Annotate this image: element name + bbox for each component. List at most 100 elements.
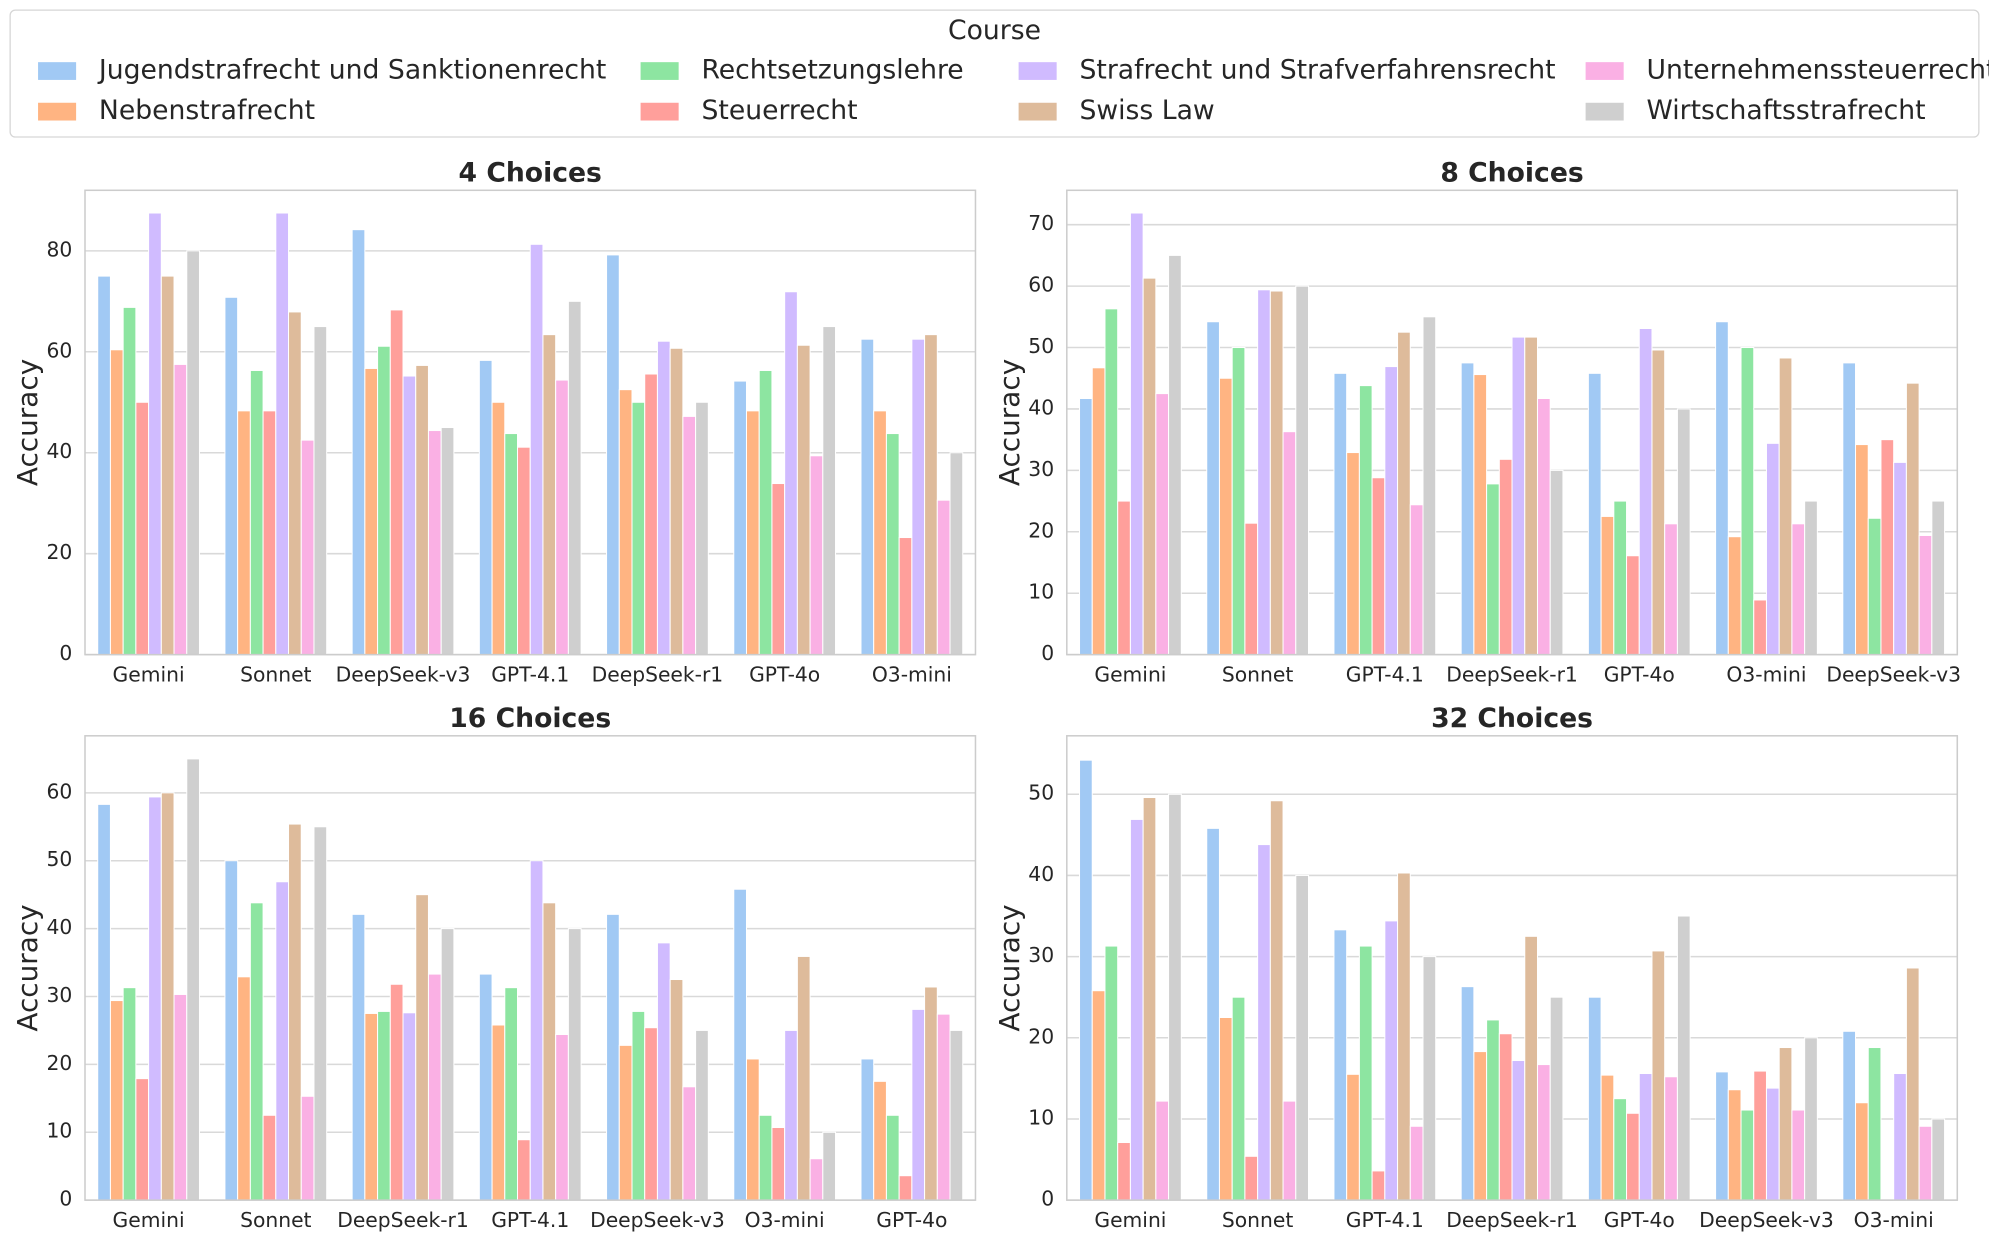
bar xyxy=(1142,277,1157,656)
bar xyxy=(745,410,760,656)
bar xyxy=(885,433,900,656)
bar xyxy=(122,306,137,656)
bar xyxy=(1358,385,1373,656)
y-tick-label: 50 xyxy=(46,847,72,871)
bar xyxy=(1384,366,1399,656)
bar xyxy=(1765,1087,1780,1201)
y-tick-label: 60 xyxy=(46,779,72,803)
subplot-title: 16 Choices xyxy=(449,703,611,734)
bar xyxy=(478,973,493,1201)
bar xyxy=(1638,327,1653,656)
bar xyxy=(1244,522,1259,656)
bar xyxy=(1740,347,1755,656)
bar xyxy=(1867,517,1882,656)
bar xyxy=(529,243,544,656)
bar xyxy=(784,1029,798,1201)
bar xyxy=(1524,935,1538,1201)
x-tick-label: Gemini xyxy=(1094,1208,1166,1232)
subplot-title: 4 Choices xyxy=(459,157,602,188)
bar xyxy=(1371,477,1386,656)
y-tick-label: 50 xyxy=(1028,781,1054,805)
bar xyxy=(186,250,200,656)
bar xyxy=(1346,1073,1360,1201)
bar xyxy=(135,1078,150,1201)
bar xyxy=(135,401,150,656)
x-tick-label: GPT-4o xyxy=(749,663,820,687)
bar xyxy=(275,212,290,656)
bar xyxy=(1486,483,1500,656)
bar xyxy=(1804,500,1818,656)
bar xyxy=(1613,500,1628,656)
y-tick-label: 20 xyxy=(1028,518,1054,542)
bar xyxy=(1600,1074,1615,1201)
bar xyxy=(313,826,328,1201)
bar xyxy=(1536,397,1551,656)
bar xyxy=(389,309,404,656)
subplot-title: 8 Choices xyxy=(1440,157,1583,188)
bar xyxy=(1804,1037,1818,1201)
bar xyxy=(1295,285,1310,656)
x-tick-label: GPT-4.1 xyxy=(491,663,569,687)
x-tick-label: DeepSeek-v3 xyxy=(1699,1208,1834,1232)
bar xyxy=(1765,442,1780,656)
y-tick-label: 40 xyxy=(46,439,72,463)
legend-box xyxy=(9,9,1980,138)
bar xyxy=(1855,1102,1869,1201)
bar xyxy=(275,881,290,1201)
y-tick-label: 0 xyxy=(59,1187,72,1211)
x-tick-label: GPT-4o xyxy=(1604,1208,1675,1232)
y-tick-label: 0 xyxy=(1041,641,1054,665)
bar xyxy=(822,1131,837,1201)
bar xyxy=(1855,444,1869,656)
bar xyxy=(249,369,264,656)
bar xyxy=(109,349,124,656)
bar xyxy=(1104,308,1119,656)
bar xyxy=(1117,500,1131,656)
bar xyxy=(1384,920,1399,1201)
bar xyxy=(122,987,137,1201)
bar xyxy=(567,300,582,656)
bar xyxy=(1409,1125,1424,1201)
bar xyxy=(682,1086,697,1201)
y-tick-label: 60 xyxy=(46,338,72,362)
bar xyxy=(1536,1064,1551,1201)
bar xyxy=(491,401,506,656)
bar xyxy=(1218,377,1233,656)
bar xyxy=(504,433,519,656)
x-tick-label: O3-mini xyxy=(1854,1208,1934,1232)
bar xyxy=(745,1058,760,1201)
bar xyxy=(1600,515,1615,656)
bar xyxy=(389,983,404,1201)
bar xyxy=(771,483,786,656)
bar xyxy=(1333,929,1348,1201)
bar xyxy=(1155,393,1170,656)
y-tick-label: 0 xyxy=(1041,1187,1054,1211)
bar xyxy=(936,499,951,656)
bar xyxy=(1244,1155,1259,1201)
bar xyxy=(656,942,671,1201)
bar xyxy=(313,326,328,656)
bar xyxy=(1676,408,1691,656)
x-tick-label: Sonnet xyxy=(240,1208,311,1232)
legend-swatch xyxy=(38,102,77,121)
bar xyxy=(491,1024,506,1201)
bar xyxy=(427,430,442,656)
bar xyxy=(173,993,188,1201)
bar xyxy=(1498,458,1513,656)
bar xyxy=(631,1010,646,1201)
bar xyxy=(873,1080,887,1201)
bar xyxy=(555,379,569,656)
bar xyxy=(1842,362,1857,656)
bar xyxy=(1091,367,1106,656)
bar xyxy=(1791,523,1806,656)
bar xyxy=(1715,1071,1729,1201)
bar xyxy=(1727,536,1742,656)
bar xyxy=(809,455,824,656)
bar xyxy=(809,1158,824,1201)
bar xyxy=(1613,1098,1628,1201)
bar xyxy=(1727,1089,1742,1201)
bar xyxy=(1651,349,1666,656)
bar xyxy=(1753,599,1767,656)
bar xyxy=(1206,827,1220,1201)
bar xyxy=(949,1029,964,1201)
